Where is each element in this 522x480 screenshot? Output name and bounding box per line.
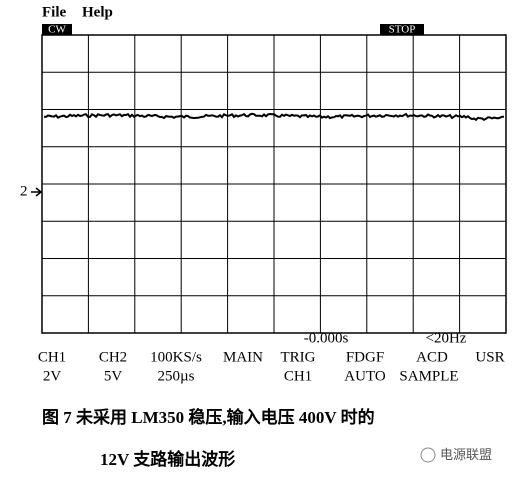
menu-file[interactable]: File [42,4,66,20]
caption-line2: 12V 支路输出波形 [100,449,235,469]
control-value: CH1 [284,368,312,384]
menu-help[interactable]: Help [82,4,113,20]
waveform [43,112,504,122]
control-value: 5V [104,368,123,384]
control-label[interactable]: TRIG [281,349,316,365]
marker-arrow [31,187,43,197]
control-value: SAMPLE [399,368,458,384]
control-value: 2V [43,368,62,384]
control-label[interactable]: CH1 [38,349,66,365]
watermark-icon [420,447,436,463]
caption-line1: 图 7 未采用 LM350 稳压,输入电压 400V 时的 [42,407,375,427]
channel-marker: 2 [20,183,28,199]
control-label[interactable]: USR [475,349,504,365]
control-label[interactable]: FDGF [346,349,384,365]
watermark: 电源联盟 [440,447,492,462]
state-box [380,24,424,35]
control-value: AUTO [344,368,386,384]
trigger-time: -0.000s [304,330,349,346]
controls: CH1 2V CH2 5V 100KS/s 250µs MAIN TRIG CH1 FDGF AUT… [38,349,505,384]
frequency: <20Hz [426,330,467,346]
state-label: STOP [389,24,416,36]
screen-grid [41,34,507,334]
control-value: 250µs [158,368,195,384]
mode-label: CW [48,24,66,36]
control-label[interactable]: 100KS/s [150,349,202,365]
control-label[interactable]: ACD [416,349,448,365]
control-label[interactable]: MAIN [223,349,263,365]
control-label[interactable]: CH2 [99,349,127,365]
mode-box [42,24,72,35]
